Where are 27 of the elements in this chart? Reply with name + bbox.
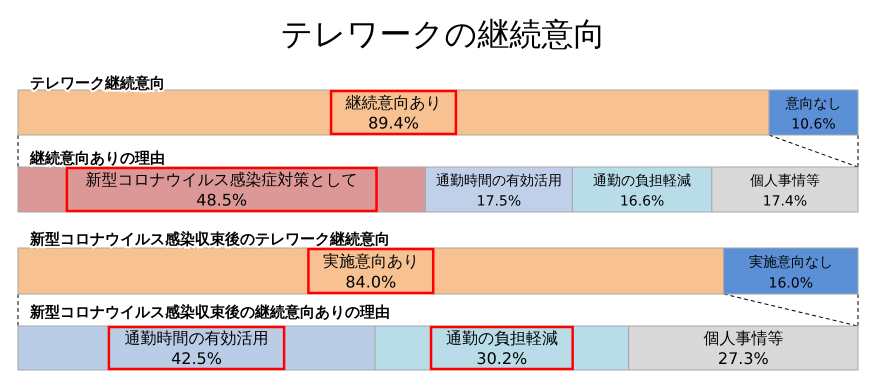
series-label: 通勤時間の有効活用 <box>436 173 562 189</box>
chart-title: テレワークの継続意向 <box>280 15 606 53</box>
series-label: 個人事情等 <box>750 173 820 189</box>
chart-subtitle: 新型コロナウイルス感染収束後のテレワーク継続意向 <box>29 230 390 248</box>
chart-subtitle: 継続意向ありの理由 <box>29 149 165 167</box>
series-label: 実施意向あり <box>322 251 419 270</box>
data-label: 42.5% <box>171 348 222 368</box>
data-label: 16.6% <box>620 194 664 210</box>
series-label: 実施意向なし <box>748 254 833 270</box>
data-label: 84.0% <box>345 272 396 292</box>
series-label: 通勤の負担軽減 <box>593 173 692 189</box>
data-label: 30.2% <box>476 348 528 368</box>
data-label: 17.5% <box>476 194 522 210</box>
series-label: 通勤時間の有効活用 <box>124 328 268 348</box>
chart-subtitle: テレワーク継続意向 <box>30 74 165 92</box>
data-label: 89.4% <box>368 114 419 133</box>
series-label: 継続意向あり <box>344 93 442 112</box>
series-label: 意向なし <box>784 96 842 112</box>
chart-subtitle: 新型コロナウイルス感染収束後の継続意向ありの理由 <box>29 303 390 321</box>
data-label: 10.6% <box>791 116 836 133</box>
series-label: 個人事情等 <box>703 328 784 348</box>
series-label: 新型コロナウイルス感染症対策として <box>86 170 358 189</box>
data-label: 17.4% <box>762 194 808 210</box>
data-label: 16.0% <box>768 276 814 292</box>
data-label: 27.3% <box>718 348 769 368</box>
data-label: 48.5% <box>196 190 248 210</box>
series-label: 通勤の負担軽減 <box>446 328 558 348</box>
